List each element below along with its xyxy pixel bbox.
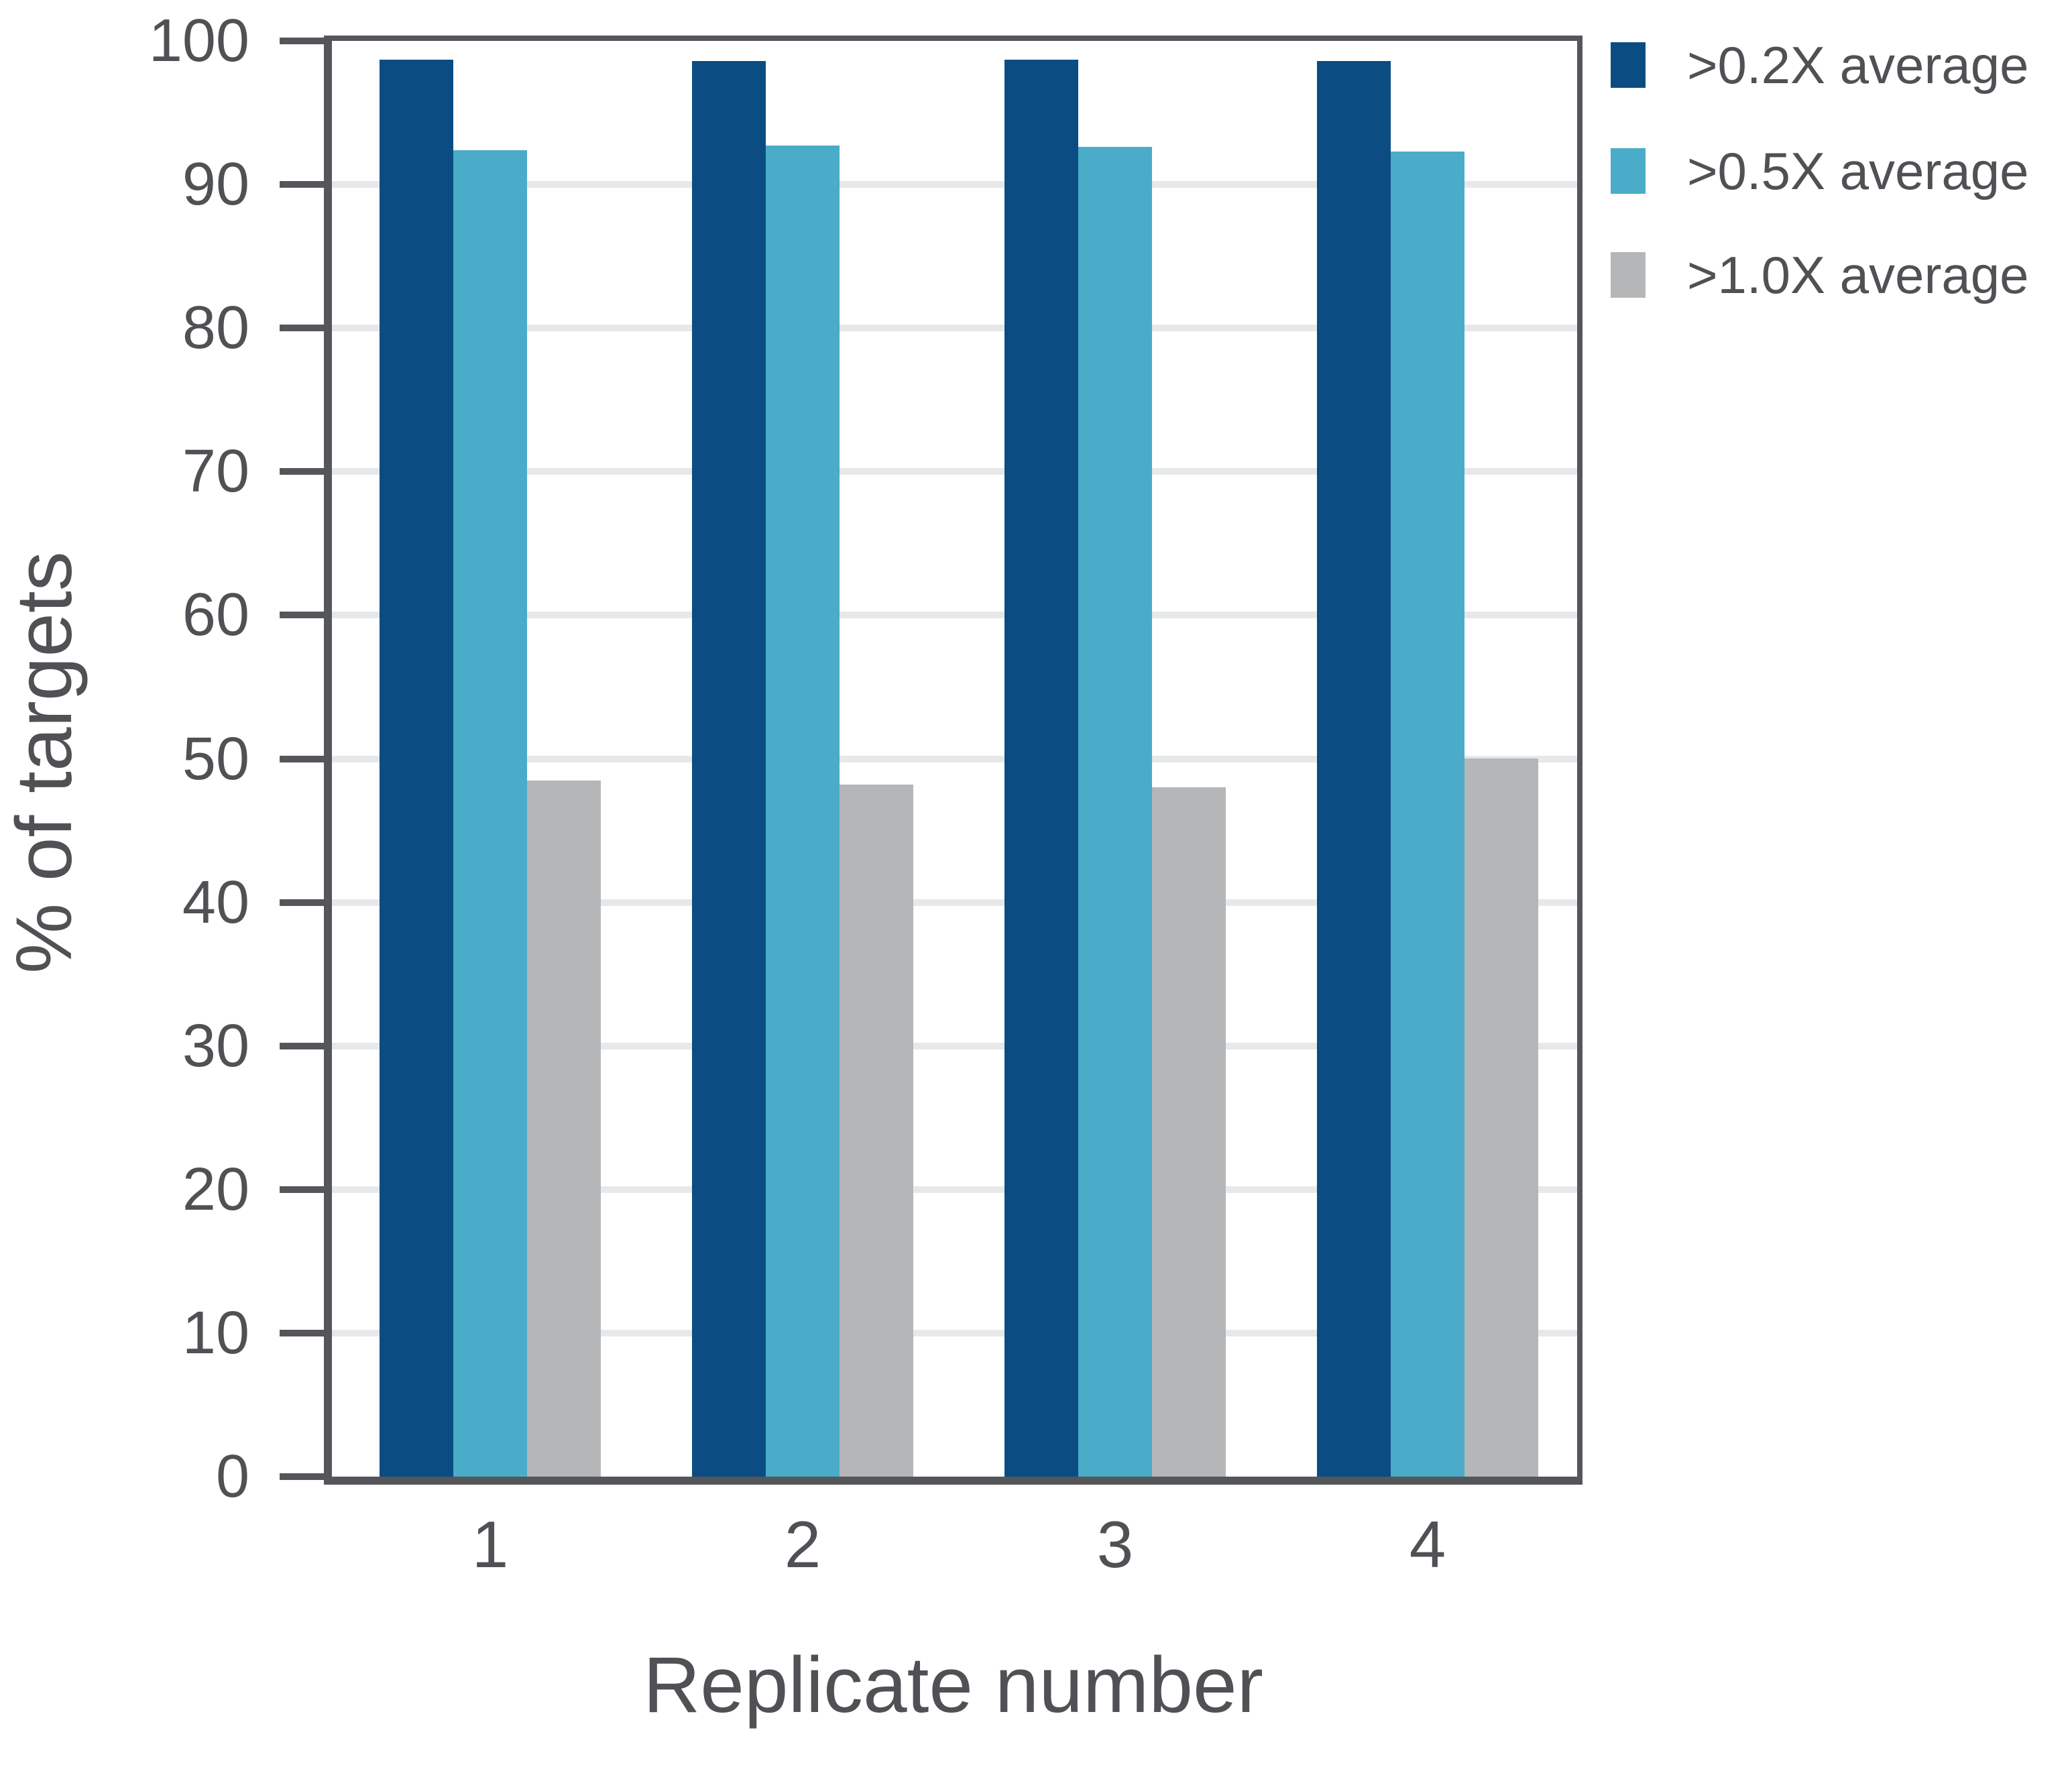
legend-item-1: >0.2X average — [1611, 38, 2029, 92]
legend-swatch-1 — [1611, 42, 1646, 88]
gridline-80 — [332, 325, 1577, 332]
bar-series2-replicate1 — [453, 150, 527, 1477]
legend-swatch-2 — [1611, 148, 1646, 194]
legend-item-3: >1.0X average — [1611, 248, 2029, 302]
y-tick-70 — [280, 468, 324, 475]
bar-series2-replicate3 — [1078, 147, 1152, 1477]
y-tick-60 — [280, 612, 324, 619]
gridline-20 — [332, 1186, 1577, 1193]
gridline-70 — [332, 468, 1577, 475]
y-tick-100 — [280, 38, 324, 44]
y-tick-20 — [280, 1186, 324, 1193]
y-tick-label-10: 10 — [182, 1299, 249, 1367]
y-tick-80 — [280, 325, 324, 332]
y-tick-label-50: 50 — [182, 725, 249, 793]
legend-item-2: >0.5X average — [1611, 144, 2029, 198]
y-tick-label-60: 60 — [182, 581, 249, 649]
bar-series2-replicate4 — [1391, 152, 1464, 1477]
legend-label-2: >0.5X average — [1687, 141, 2029, 201]
bar-series3-replicate4 — [1464, 758, 1538, 1477]
x-tick-label-2: 2 — [784, 1507, 821, 1581]
y-tick-label-70: 70 — [182, 438, 249, 506]
bar-series1-replicate1 — [380, 60, 453, 1477]
y-tick-label-0: 0 — [215, 1443, 249, 1510]
x-axis-title: Replicate number — [643, 1641, 1263, 1729]
y-tick-label-90: 90 — [182, 151, 249, 219]
y-tick-label-100: 100 — [148, 7, 249, 74]
bar-series3-replicate2 — [840, 785, 913, 1477]
y-tick-10 — [280, 1329, 324, 1336]
y-tick-label-30: 30 — [182, 1012, 249, 1080]
plot-inner — [332, 41, 1577, 1477]
y-tick-50 — [280, 755, 324, 762]
y-tick-40 — [280, 899, 324, 906]
y-tick-label-80: 80 — [182, 294, 249, 362]
gridline-60 — [332, 612, 1577, 619]
plot-area — [324, 36, 1582, 1485]
gridline-50 — [332, 755, 1577, 762]
y-tick-90 — [280, 181, 324, 188]
bar-series2-replicate2 — [766, 146, 840, 1477]
legend-label-3: >1.0X average — [1687, 245, 2029, 304]
gridline-90 — [332, 181, 1577, 188]
x-tick-label-1: 1 — [471, 1507, 509, 1581]
y-tick-0 — [280, 1473, 324, 1480]
bar-series1-replicate4 — [1317, 61, 1391, 1477]
legend-swatch-3 — [1611, 252, 1646, 298]
bar-series1-replicate3 — [1004, 60, 1078, 1477]
y-tick-30 — [280, 1042, 324, 1049]
gridline-40 — [332, 899, 1577, 906]
gridline-30 — [332, 1042, 1577, 1049]
gridline-10 — [332, 1329, 1577, 1336]
bar-series3-replicate1 — [527, 781, 601, 1477]
y-tick-label-40: 40 — [182, 868, 249, 936]
x-tick-label-3: 3 — [1096, 1507, 1134, 1581]
y-tick-label-20: 20 — [182, 1155, 249, 1223]
bar-series1-replicate2 — [692, 61, 766, 1477]
legend-label-1: >0.2X average — [1687, 36, 2029, 95]
x-tick-label-4: 4 — [1409, 1507, 1446, 1581]
bar-series3-replicate3 — [1152, 787, 1226, 1477]
